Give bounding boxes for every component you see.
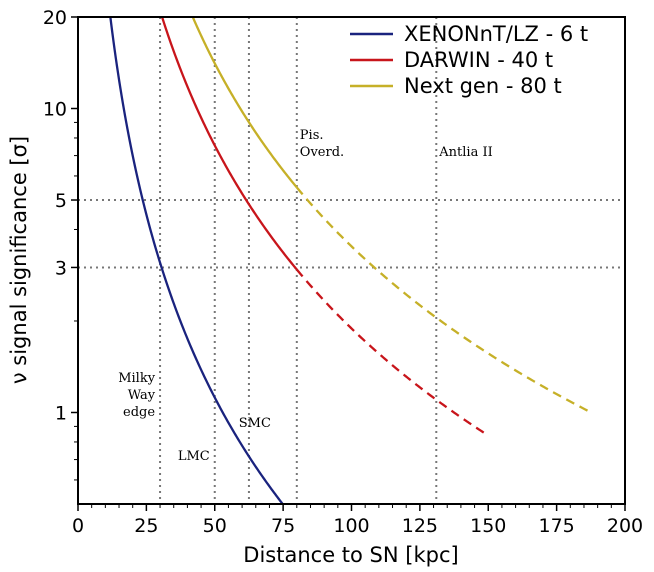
y-axis-title: ν signal significance [σ] — [7, 136, 31, 384]
reference-grid — [78, 17, 625, 504]
legend-label-1: DARWIN - 40 t — [404, 48, 553, 72]
y-tick-label: 10 — [43, 99, 67, 121]
annotation-milky-way-edge-line-0: Milky — [118, 371, 156, 386]
y-tick-label: 3 — [55, 257, 67, 279]
y-tick-label: 1 — [55, 402, 67, 424]
x-tick-label: 50 — [203, 515, 227, 537]
y-tick-label: 5 — [55, 190, 67, 212]
legend-label-2: Next gen - 80 t — [404, 74, 562, 98]
series-line-1-solid — [160, 17, 298, 271]
x-tick-label: 25 — [134, 515, 158, 537]
series-layer — [109, 17, 593, 504]
annotation-lmc-line-0: LMC — [178, 449, 210, 464]
annotation-smc-line-0: SMC — [239, 416, 271, 431]
series-line-2-dashed — [295, 186, 593, 415]
x-axis-title: Distance to SN [kpc] — [243, 543, 458, 567]
x-tick-label: 125 — [402, 515, 438, 537]
x-tick-label: 75 — [271, 515, 295, 537]
x-tick-label: 175 — [538, 515, 574, 537]
annotation-pisces-overdensity-line-1: Overd. — [300, 145, 344, 160]
y-tick-label: 20 — [43, 7, 67, 29]
series-line-0-solid — [109, 17, 285, 504]
annotation-milky-way-edge-line-1: Way — [128, 388, 156, 403]
annotation-pisces-overdensity-line-0: Pis. — [300, 128, 324, 143]
x-tick-label: 0 — [72, 515, 84, 537]
annotation-antlia-ii-line-0: Antlia II — [438, 145, 492, 160]
series-line-2-solid — [191, 17, 298, 189]
x-tick-label: 200 — [607, 515, 643, 537]
x-tick-label: 100 — [333, 515, 369, 537]
axis-ticks: 0 25 50 75 100 125 150 175 200 1 3 5 10 20 — [43, 7, 643, 537]
legend-label-0: XENONnT/LZ - 6 t — [404, 22, 588, 46]
annotation-milky-way-edge-line-2: edge — [123, 405, 155, 420]
x-tick-label: 150 — [470, 515, 506, 537]
annotation-layer: Milky Way edge LMC SMC Pis. Overd. Antlia II — [118, 128, 493, 464]
series-line-1-dashed — [295, 268, 489, 437]
